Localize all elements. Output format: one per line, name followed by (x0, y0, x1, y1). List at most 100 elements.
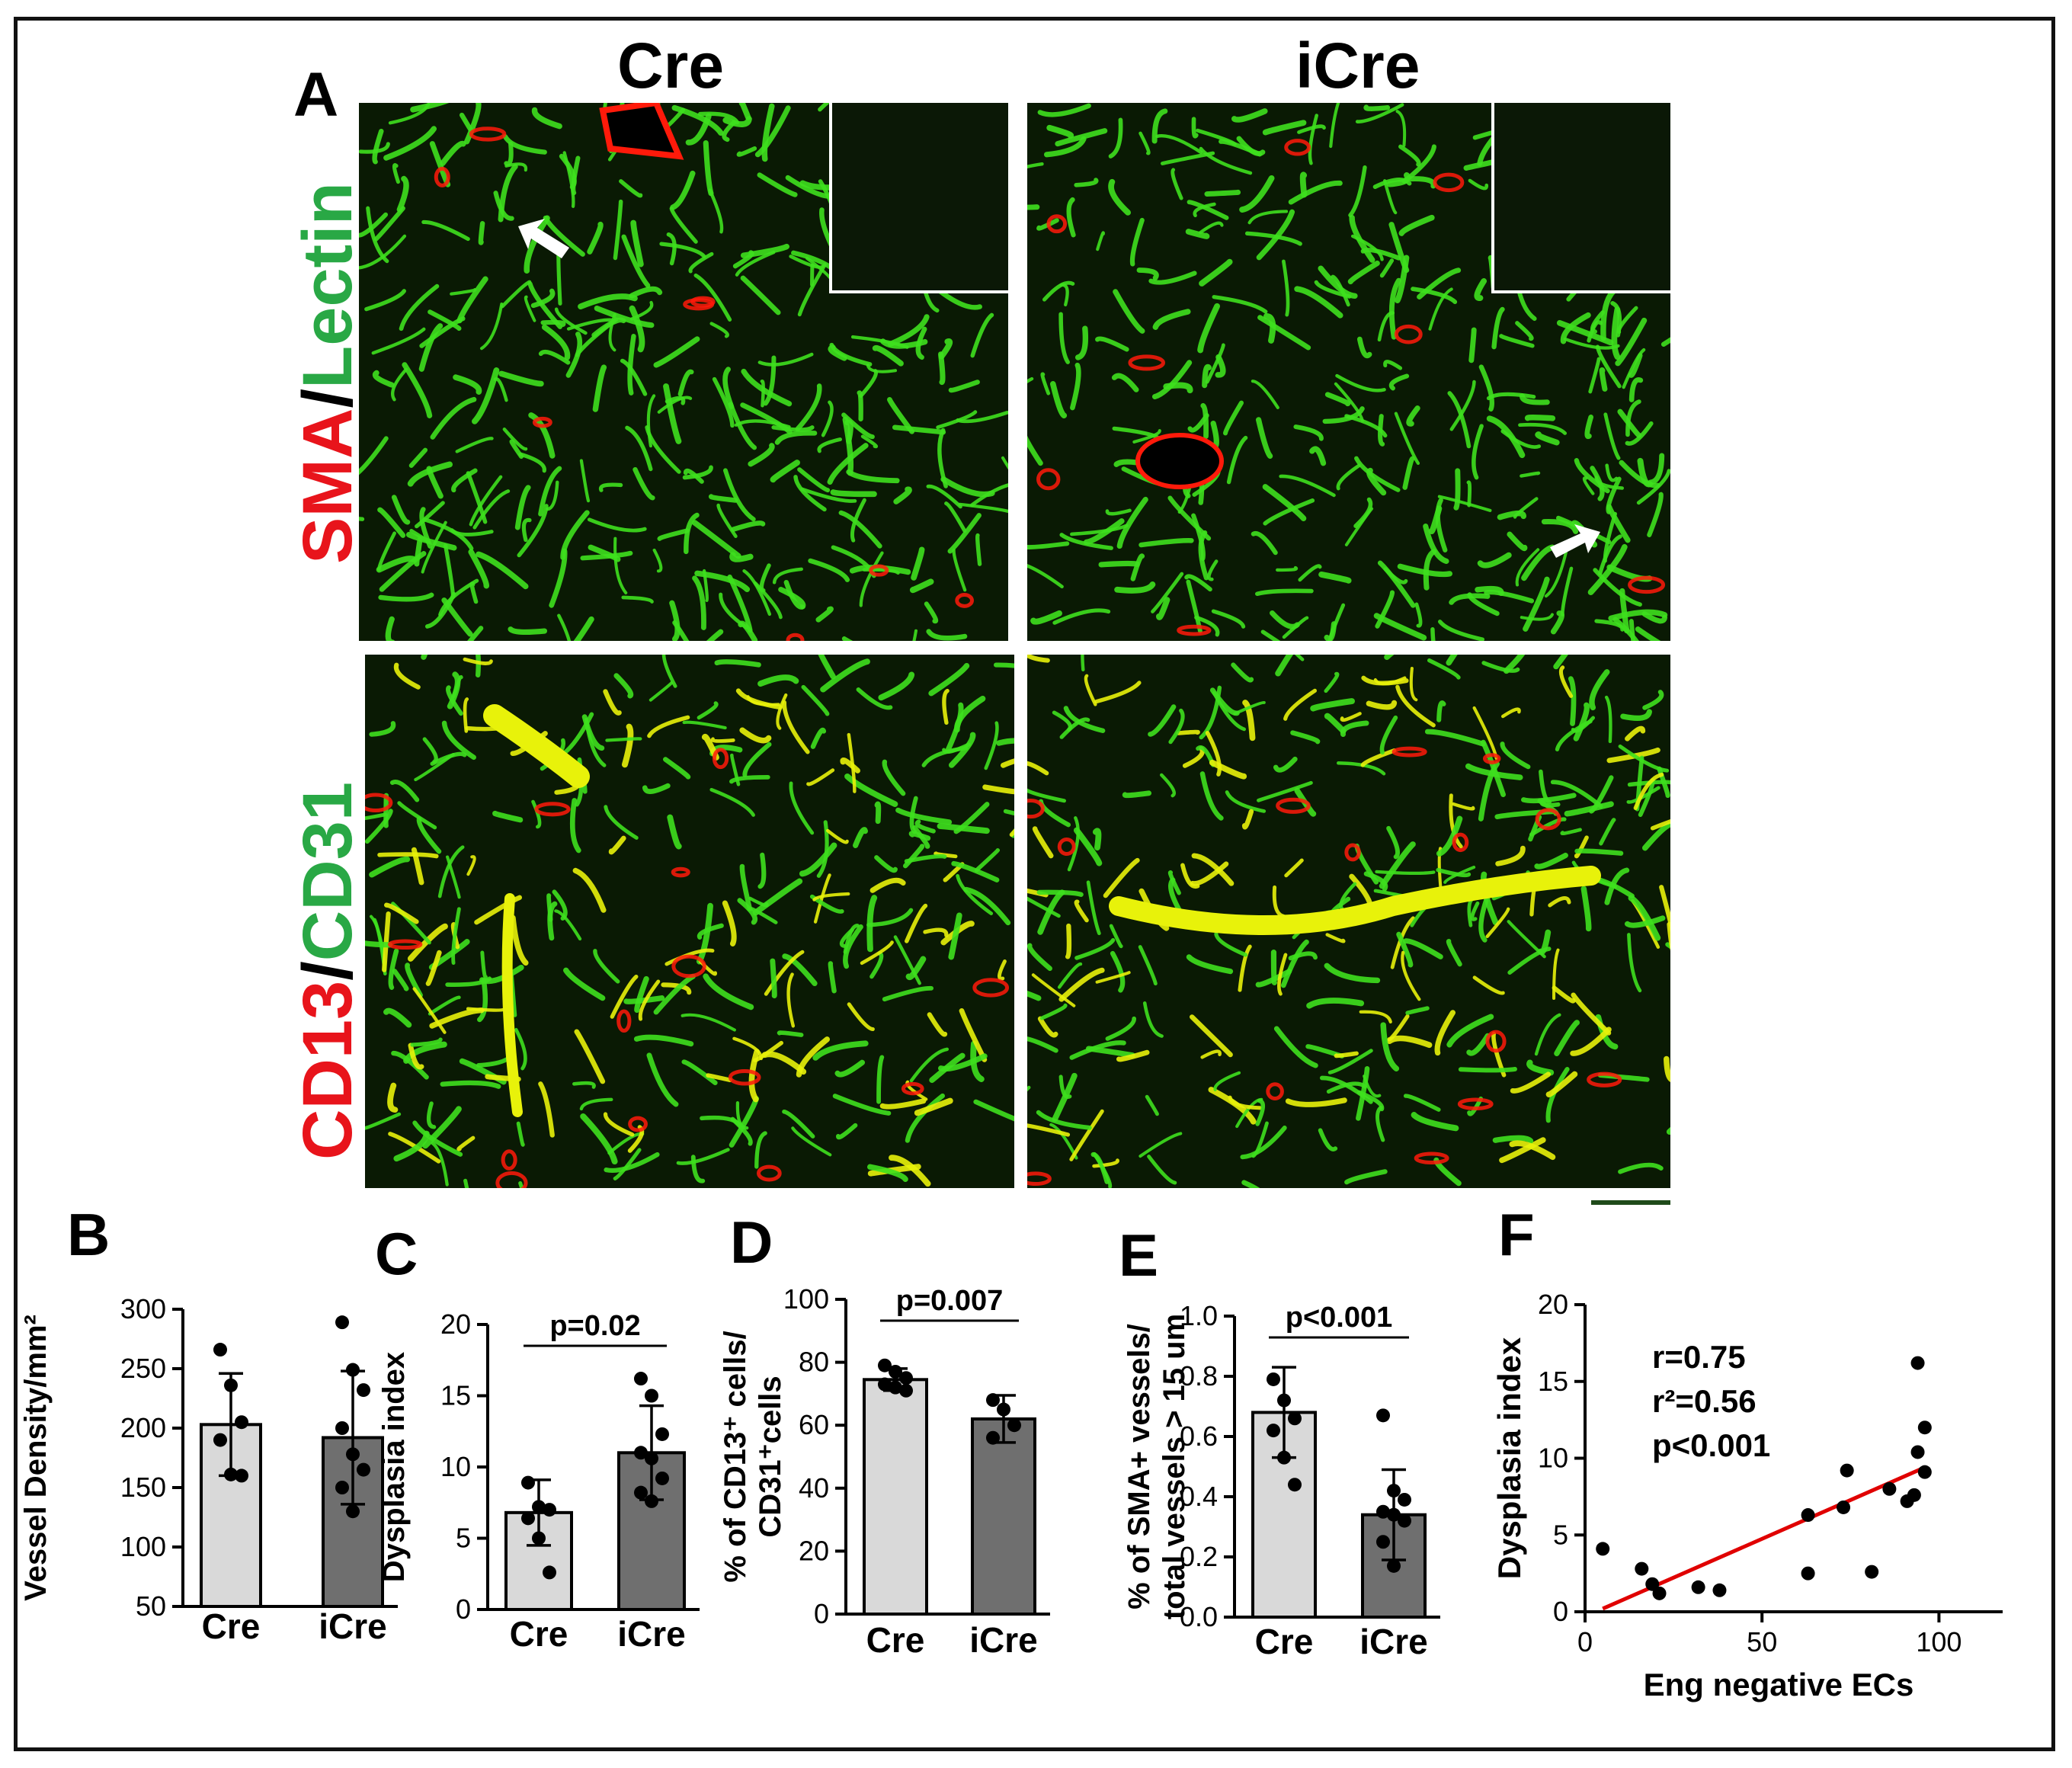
vessel-segment (1001, 456, 1008, 470)
vessel-segment (1074, 899, 1089, 923)
vessel-segment (365, 812, 388, 821)
vessel-segment (377, 507, 406, 538)
data-point (235, 1469, 248, 1483)
red-stain-spot (1276, 797, 1311, 814)
y-tick-label: 20 (1538, 1289, 1568, 1320)
vessel-segment (1027, 1036, 1058, 1053)
data-point (1917, 1420, 1932, 1435)
data-point (1910, 1356, 1925, 1370)
vessel-segment (1319, 1075, 1373, 1104)
vessel-segment (613, 199, 623, 261)
vessel-segment (1322, 406, 1365, 424)
vessel-segment (440, 140, 466, 166)
vessel-segment (842, 416, 854, 476)
vessel-segment (1112, 426, 1160, 440)
vessel-segment (440, 1080, 501, 1089)
vessel-segment (557, 613, 572, 641)
vessel-segment (1558, 665, 1574, 698)
vessel-segment (1515, 321, 1534, 341)
vessel-segment (646, 1052, 679, 1107)
vessel-segment (1486, 415, 1526, 459)
vessel-segment (1510, 1071, 1552, 1094)
vessel-segment (1251, 1121, 1269, 1158)
vessel-segment (469, 475, 503, 527)
data-point (335, 1481, 349, 1494)
vessel-segment (1094, 681, 1142, 704)
vessel-segment (546, 893, 553, 922)
vessel-segment (669, 207, 698, 244)
p-value-label: p<0.001 (1286, 1302, 1393, 1334)
vessel-segment (1142, 1001, 1164, 1038)
vessel-segment (565, 332, 583, 378)
y-axis-label: Dysplasia index (1491, 1337, 1527, 1579)
vessel-segment (1449, 593, 1491, 605)
y-tick-label: 10 (440, 1451, 471, 1482)
vessel-segment (1574, 848, 1624, 856)
vessel-segment (1604, 867, 1630, 905)
vessel-segment (1337, 761, 1386, 776)
vessel-segment (412, 1120, 463, 1157)
vessel-segment (1366, 700, 1398, 710)
vessel-segment (1397, 563, 1452, 578)
vessel-segment (1403, 938, 1443, 959)
y-tick-label: 300 (120, 1293, 166, 1324)
data-point (1267, 1424, 1280, 1438)
vessel-segment (1398, 214, 1435, 236)
vessel-segment (1648, 453, 1665, 485)
vessel-segment (450, 922, 460, 950)
vessel-segment (1036, 1110, 1092, 1130)
vessel-segment (455, 437, 494, 453)
x-category-label: iCre (1359, 1622, 1427, 1661)
vessel-segment (1353, 497, 1373, 528)
y-tick-label: 0.4 (1180, 1481, 1218, 1512)
vessel-segment (1096, 231, 1105, 251)
vessel-segment (739, 863, 753, 911)
inset-cre (829, 103, 1008, 293)
vessel-segment (1031, 973, 1076, 1007)
red-stain-spot (1535, 808, 1561, 831)
vessel-segment (1318, 1128, 1338, 1151)
vessel-segment (1336, 463, 1361, 491)
vessel-segment (369, 856, 411, 878)
vessel-segment (1619, 460, 1660, 488)
vessel-segment (914, 819, 936, 834)
vessel-segment (1040, 372, 1051, 396)
vessel-segment (944, 501, 967, 533)
y-tick-label: 5 (456, 1523, 471, 1554)
vessel-segment (1627, 780, 1670, 787)
vessel-segment (1263, 312, 1276, 344)
vessel-segment (782, 700, 810, 754)
vessel-segment (754, 1131, 767, 1169)
red-stain-spot (1284, 139, 1311, 156)
vessel-segment (748, 1049, 761, 1103)
vessel-segment (783, 579, 805, 610)
x-category-label: Cre (510, 1614, 568, 1654)
vessel-segment (1095, 971, 1131, 984)
vessel-segment (466, 855, 476, 876)
vessel-segment (1388, 373, 1410, 391)
vessel-segment (1606, 747, 1660, 764)
data-point (986, 1393, 1000, 1408)
vessel-segment (1650, 819, 1670, 831)
vessel-segment (428, 995, 461, 1016)
vessel-segment (1288, 180, 1343, 205)
data-point (899, 1383, 913, 1398)
red-stain-spot (628, 1116, 648, 1132)
vessel-segment (587, 517, 647, 533)
vessel-segment (1262, 484, 1307, 521)
vessel-segment (396, 175, 409, 213)
data-point (1910, 1445, 1925, 1459)
vessel-segment (1550, 610, 1564, 635)
vessel-segment (1255, 588, 1314, 597)
vessel-segment (757, 352, 814, 367)
vessel-segment (1535, 431, 1560, 446)
p-value-label: p=0.02 (549, 1310, 640, 1342)
vessel-segment (1116, 496, 1148, 549)
vessel-segment (914, 1097, 953, 1116)
vessel-segment (1472, 424, 1484, 480)
vessel-segment (393, 662, 421, 690)
vessel-segment (1604, 695, 1612, 744)
vessel-segment (1475, 585, 1504, 597)
vessel-segment (1408, 176, 1436, 189)
vessel-segment (1377, 560, 1416, 608)
